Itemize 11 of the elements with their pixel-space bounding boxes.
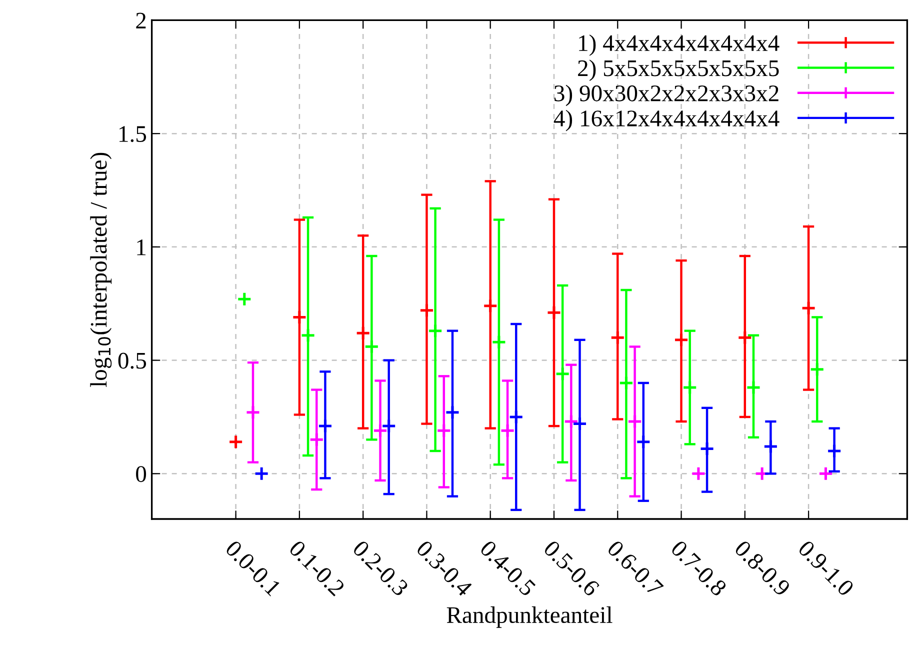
y-tick-label: 1 <box>137 240 146 256</box>
x-axis-title: Randpunkteanteil <box>446 606 612 628</box>
legend-label: 2) 5x5x5x5x5x5x5x5 <box>578 60 779 82</box>
y-tick-label: 1.5 <box>120 126 146 142</box>
legend-label: 1) 4x4x4x4x4x4x4x4 <box>579 34 780 56</box>
y-tick-label: 0 <box>136 466 146 482</box>
y-tick-label: 2 <box>136 12 146 28</box>
y-tick-label: 0.5 <box>118 352 146 369</box>
y-axis-title: log$_{10}$(interpolated / true) <box>90 152 112 387</box>
legend-label: 3) 90x30x2x2x2x3x3x2 <box>554 84 778 106</box>
legend-label: 4) 16x12x4x4x4x4x4x4 <box>554 110 780 132</box>
